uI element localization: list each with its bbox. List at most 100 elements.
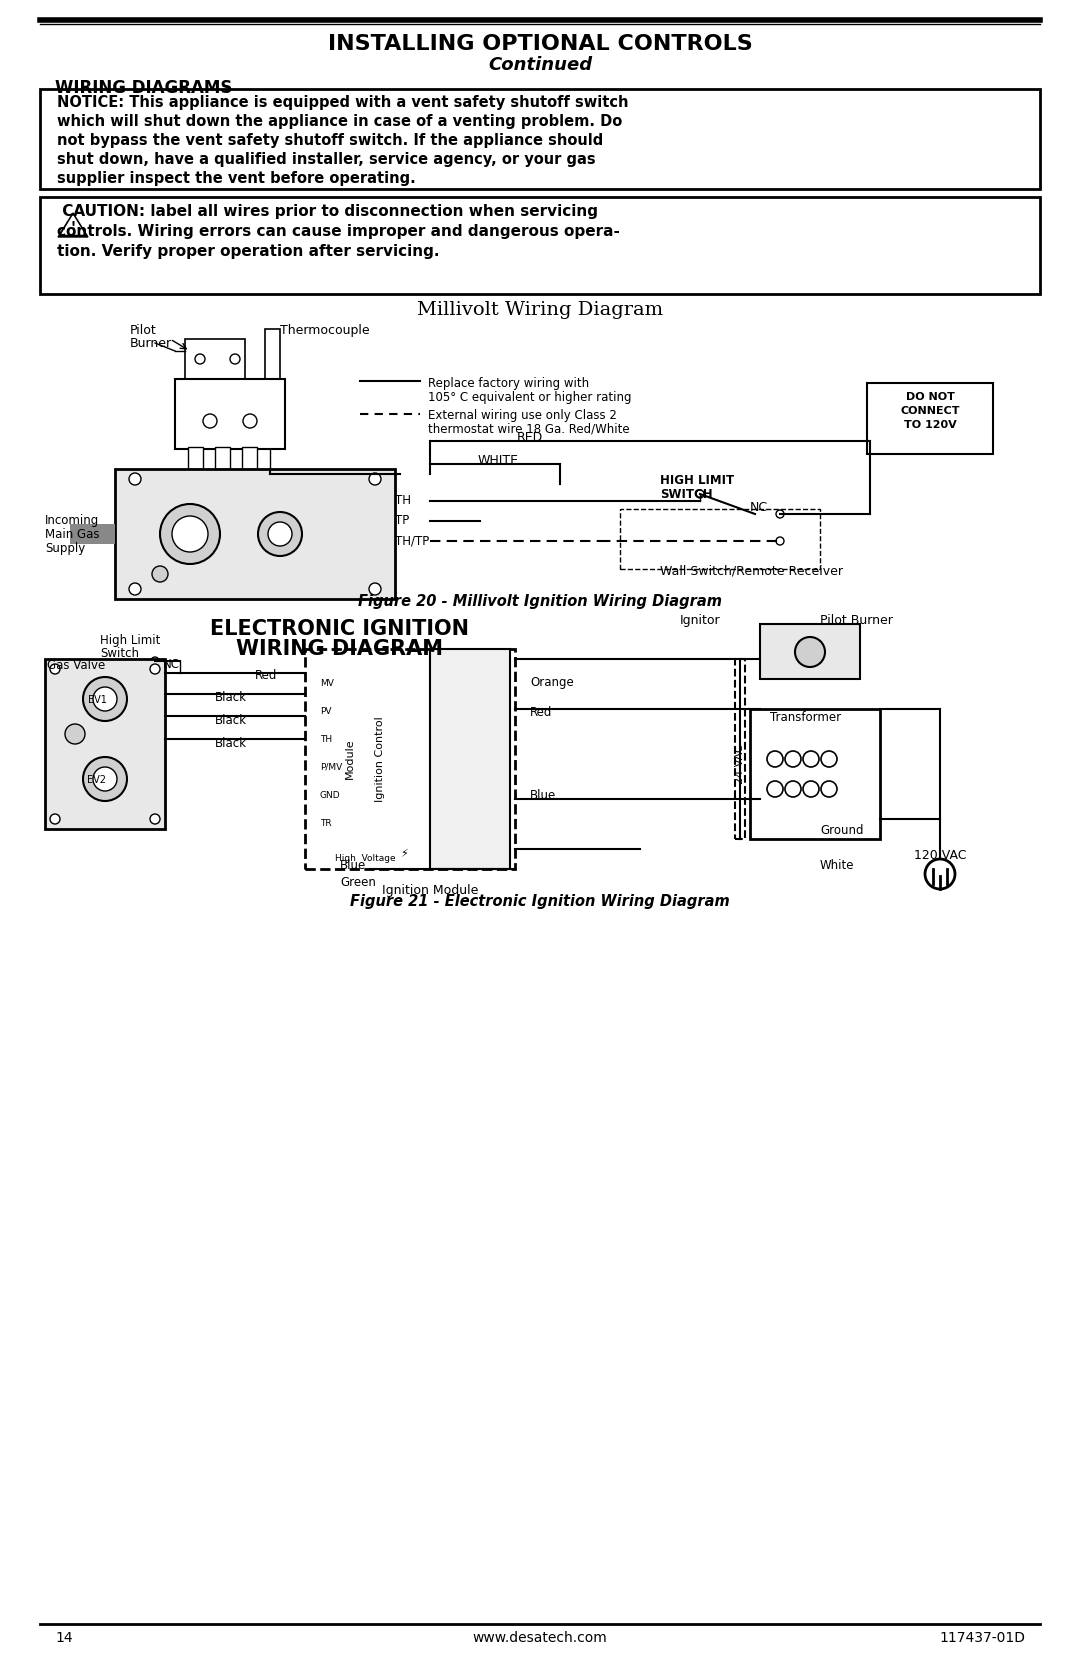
- Text: MV: MV: [320, 679, 334, 688]
- Text: Replace factory wiring with: Replace factory wiring with: [428, 377, 589, 391]
- Circle shape: [696, 491, 704, 497]
- Text: Wall Switch/Remote Receiver: Wall Switch/Remote Receiver: [660, 564, 843, 577]
- Text: Continued: Continued: [488, 57, 592, 73]
- Text: 24 VAC: 24 VAC: [735, 744, 745, 784]
- Text: Supply: Supply: [45, 542, 85, 556]
- Circle shape: [369, 582, 381, 596]
- Circle shape: [152, 566, 168, 582]
- Circle shape: [129, 472, 141, 486]
- Text: Millivolt Wiring Diagram: Millivolt Wiring Diagram: [417, 300, 663, 319]
- Circle shape: [93, 768, 117, 791]
- Text: Black: Black: [215, 691, 247, 704]
- Circle shape: [203, 414, 217, 427]
- FancyBboxPatch shape: [867, 382, 993, 454]
- Text: EV2: EV2: [87, 774, 107, 784]
- Text: Blue: Blue: [340, 860, 366, 871]
- Text: Figure 21 - Electronic Ignition Wiring Diagram: Figure 21 - Electronic Ignition Wiring D…: [350, 895, 730, 910]
- Text: 14: 14: [55, 1631, 72, 1646]
- Text: High Limit: High Limit: [100, 634, 160, 648]
- Text: NOTICE: This appliance is equipped with a vent safety shutoff switch: NOTICE: This appliance is equipped with …: [57, 95, 629, 110]
- Text: ELECTRONIC IGNITION: ELECTRONIC IGNITION: [211, 619, 470, 639]
- Text: controls. Wiring errors can cause improper and dangerous opera-: controls. Wiring errors can cause improp…: [57, 224, 620, 239]
- Text: Red: Red: [255, 669, 278, 683]
- Text: PV: PV: [320, 708, 332, 716]
- Text: NC: NC: [750, 501, 768, 514]
- Text: Module: Module: [345, 739, 355, 779]
- Text: INSTALLING OPTIONAL CONTROLS: INSTALLING OPTIONAL CONTROLS: [327, 33, 753, 53]
- Text: Black: Black: [215, 714, 247, 728]
- Text: www.desatech.com: www.desatech.com: [473, 1631, 607, 1646]
- Circle shape: [83, 758, 127, 801]
- Text: Ground: Ground: [820, 824, 864, 836]
- Text: ⚡: ⚡: [400, 850, 408, 860]
- Text: 117437-01D: 117437-01D: [939, 1631, 1025, 1646]
- Text: Blue: Blue: [530, 789, 556, 803]
- Bar: [114, 469, 395, 599]
- Polygon shape: [62, 215, 84, 234]
- Bar: [620, 509, 820, 569]
- Text: thermostat wire 18 Ga. Red/White: thermostat wire 18 Ga. Red/White: [428, 422, 630, 436]
- Text: Ignition Module: Ignition Module: [382, 885, 478, 896]
- Text: WIRING DIAGRAMS: WIRING DIAGRAMS: [55, 78, 232, 97]
- Circle shape: [777, 511, 784, 517]
- Text: TO 120V: TO 120V: [904, 421, 957, 431]
- Text: CONNECT: CONNECT: [901, 406, 960, 416]
- Circle shape: [50, 664, 60, 674]
- Text: Red: Red: [530, 706, 552, 719]
- Circle shape: [150, 814, 160, 824]
- Bar: [45, 659, 165, 829]
- Bar: [265, 329, 280, 409]
- Bar: [175, 379, 285, 449]
- Text: GND: GND: [320, 791, 340, 799]
- Circle shape: [777, 537, 784, 546]
- Text: SWITCH: SWITCH: [660, 487, 713, 501]
- Text: TH: TH: [395, 494, 411, 507]
- Text: Black: Black: [215, 738, 247, 749]
- Text: Ignitor: Ignitor: [680, 614, 720, 628]
- Circle shape: [268, 522, 292, 546]
- Text: 120 VAC: 120 VAC: [914, 850, 967, 861]
- Text: WIRING DIAGRAM: WIRING DIAGRAM: [237, 639, 444, 659]
- Bar: [305, 649, 515, 870]
- Circle shape: [83, 678, 127, 721]
- Text: Pilot: Pilot: [130, 324, 157, 337]
- Text: Ignition Control: Ignition Control: [375, 716, 384, 801]
- FancyBboxPatch shape: [40, 197, 1040, 294]
- Text: EV1: EV1: [87, 694, 107, 704]
- Circle shape: [50, 814, 60, 824]
- Text: Thermocouple: Thermocouple: [280, 324, 369, 337]
- Bar: [185, 339, 245, 379]
- Text: TP: TP: [395, 514, 409, 527]
- Text: Gas Valve: Gas Valve: [48, 659, 105, 673]
- Bar: [735, 659, 745, 840]
- Text: P/MV: P/MV: [320, 763, 342, 773]
- Text: External wiring use only Class 2: External wiring use only Class 2: [428, 409, 617, 422]
- Circle shape: [369, 472, 381, 486]
- Bar: [215, 447, 230, 469]
- Circle shape: [150, 664, 160, 674]
- Circle shape: [795, 638, 825, 668]
- Text: Green: Green: [340, 876, 376, 890]
- Text: shut down, have a qualified installer, service agency, or your gas: shut down, have a qualified installer, s…: [57, 152, 596, 167]
- Text: !: !: [70, 220, 76, 230]
- FancyBboxPatch shape: [40, 88, 1040, 189]
- Bar: [70, 524, 114, 544]
- Circle shape: [924, 860, 955, 890]
- Circle shape: [243, 414, 257, 427]
- Text: 105° C equivalent or higher rating: 105° C equivalent or higher rating: [428, 391, 632, 404]
- Text: TR: TR: [320, 819, 332, 828]
- Circle shape: [172, 516, 208, 552]
- Circle shape: [230, 354, 240, 364]
- Text: Incoming: Incoming: [45, 514, 99, 527]
- Bar: [750, 709, 880, 840]
- Text: Main Gas: Main Gas: [45, 527, 99, 541]
- Polygon shape: [58, 214, 87, 237]
- Circle shape: [93, 688, 117, 711]
- Circle shape: [151, 658, 159, 664]
- Text: not bypass the vent safety shutoff switch. If the appliance should: not bypass the vent safety shutoff switc…: [57, 134, 604, 149]
- Text: which will shut down the appliance in case of a venting problem. Do: which will shut down the appliance in ca…: [57, 113, 622, 129]
- Circle shape: [160, 504, 220, 564]
- Bar: [242, 447, 257, 469]
- Bar: [430, 649, 510, 870]
- Text: Burner: Burner: [130, 337, 172, 350]
